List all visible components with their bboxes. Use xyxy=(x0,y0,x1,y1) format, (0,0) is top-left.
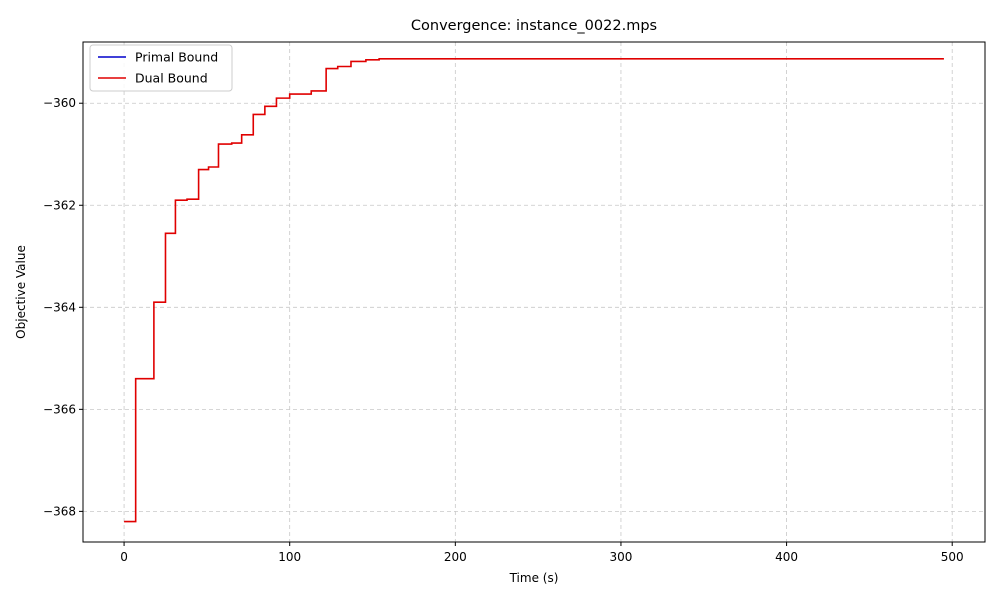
y-tick-label: −368 xyxy=(43,504,76,518)
series-layer xyxy=(124,58,944,523)
x-tick-label: 0 xyxy=(120,550,128,564)
series-line-dual-bound xyxy=(124,58,944,523)
y-tick-label: −362 xyxy=(43,198,76,212)
y-tick-label: −360 xyxy=(43,96,76,110)
x-tick-label: 400 xyxy=(775,550,798,564)
x-axis-label: Time (s) xyxy=(509,571,559,585)
legend-label: Dual Bound xyxy=(135,71,208,86)
x-tick-label: 300 xyxy=(610,550,633,564)
x-tick-label: 500 xyxy=(941,550,964,564)
x-tick-label: 100 xyxy=(278,550,301,564)
chart-title: Convergence: instance_0022.mps xyxy=(411,18,657,34)
legend-label: Primal Bound xyxy=(135,50,218,65)
axis-ticks: 0 100 200 300 400 500 −368 −366 −364 −362 −360 xyxy=(43,96,964,564)
grid-lines xyxy=(83,42,985,542)
y-tick-label: −366 xyxy=(43,402,76,416)
plot-area-frame xyxy=(82,41,986,543)
x-tick-label: 200 xyxy=(444,550,467,564)
y-tick-label: −364 xyxy=(43,300,76,314)
legend: Primal Bound Dual Bound xyxy=(89,44,233,92)
y-axis-label: Objective Value xyxy=(14,245,28,339)
